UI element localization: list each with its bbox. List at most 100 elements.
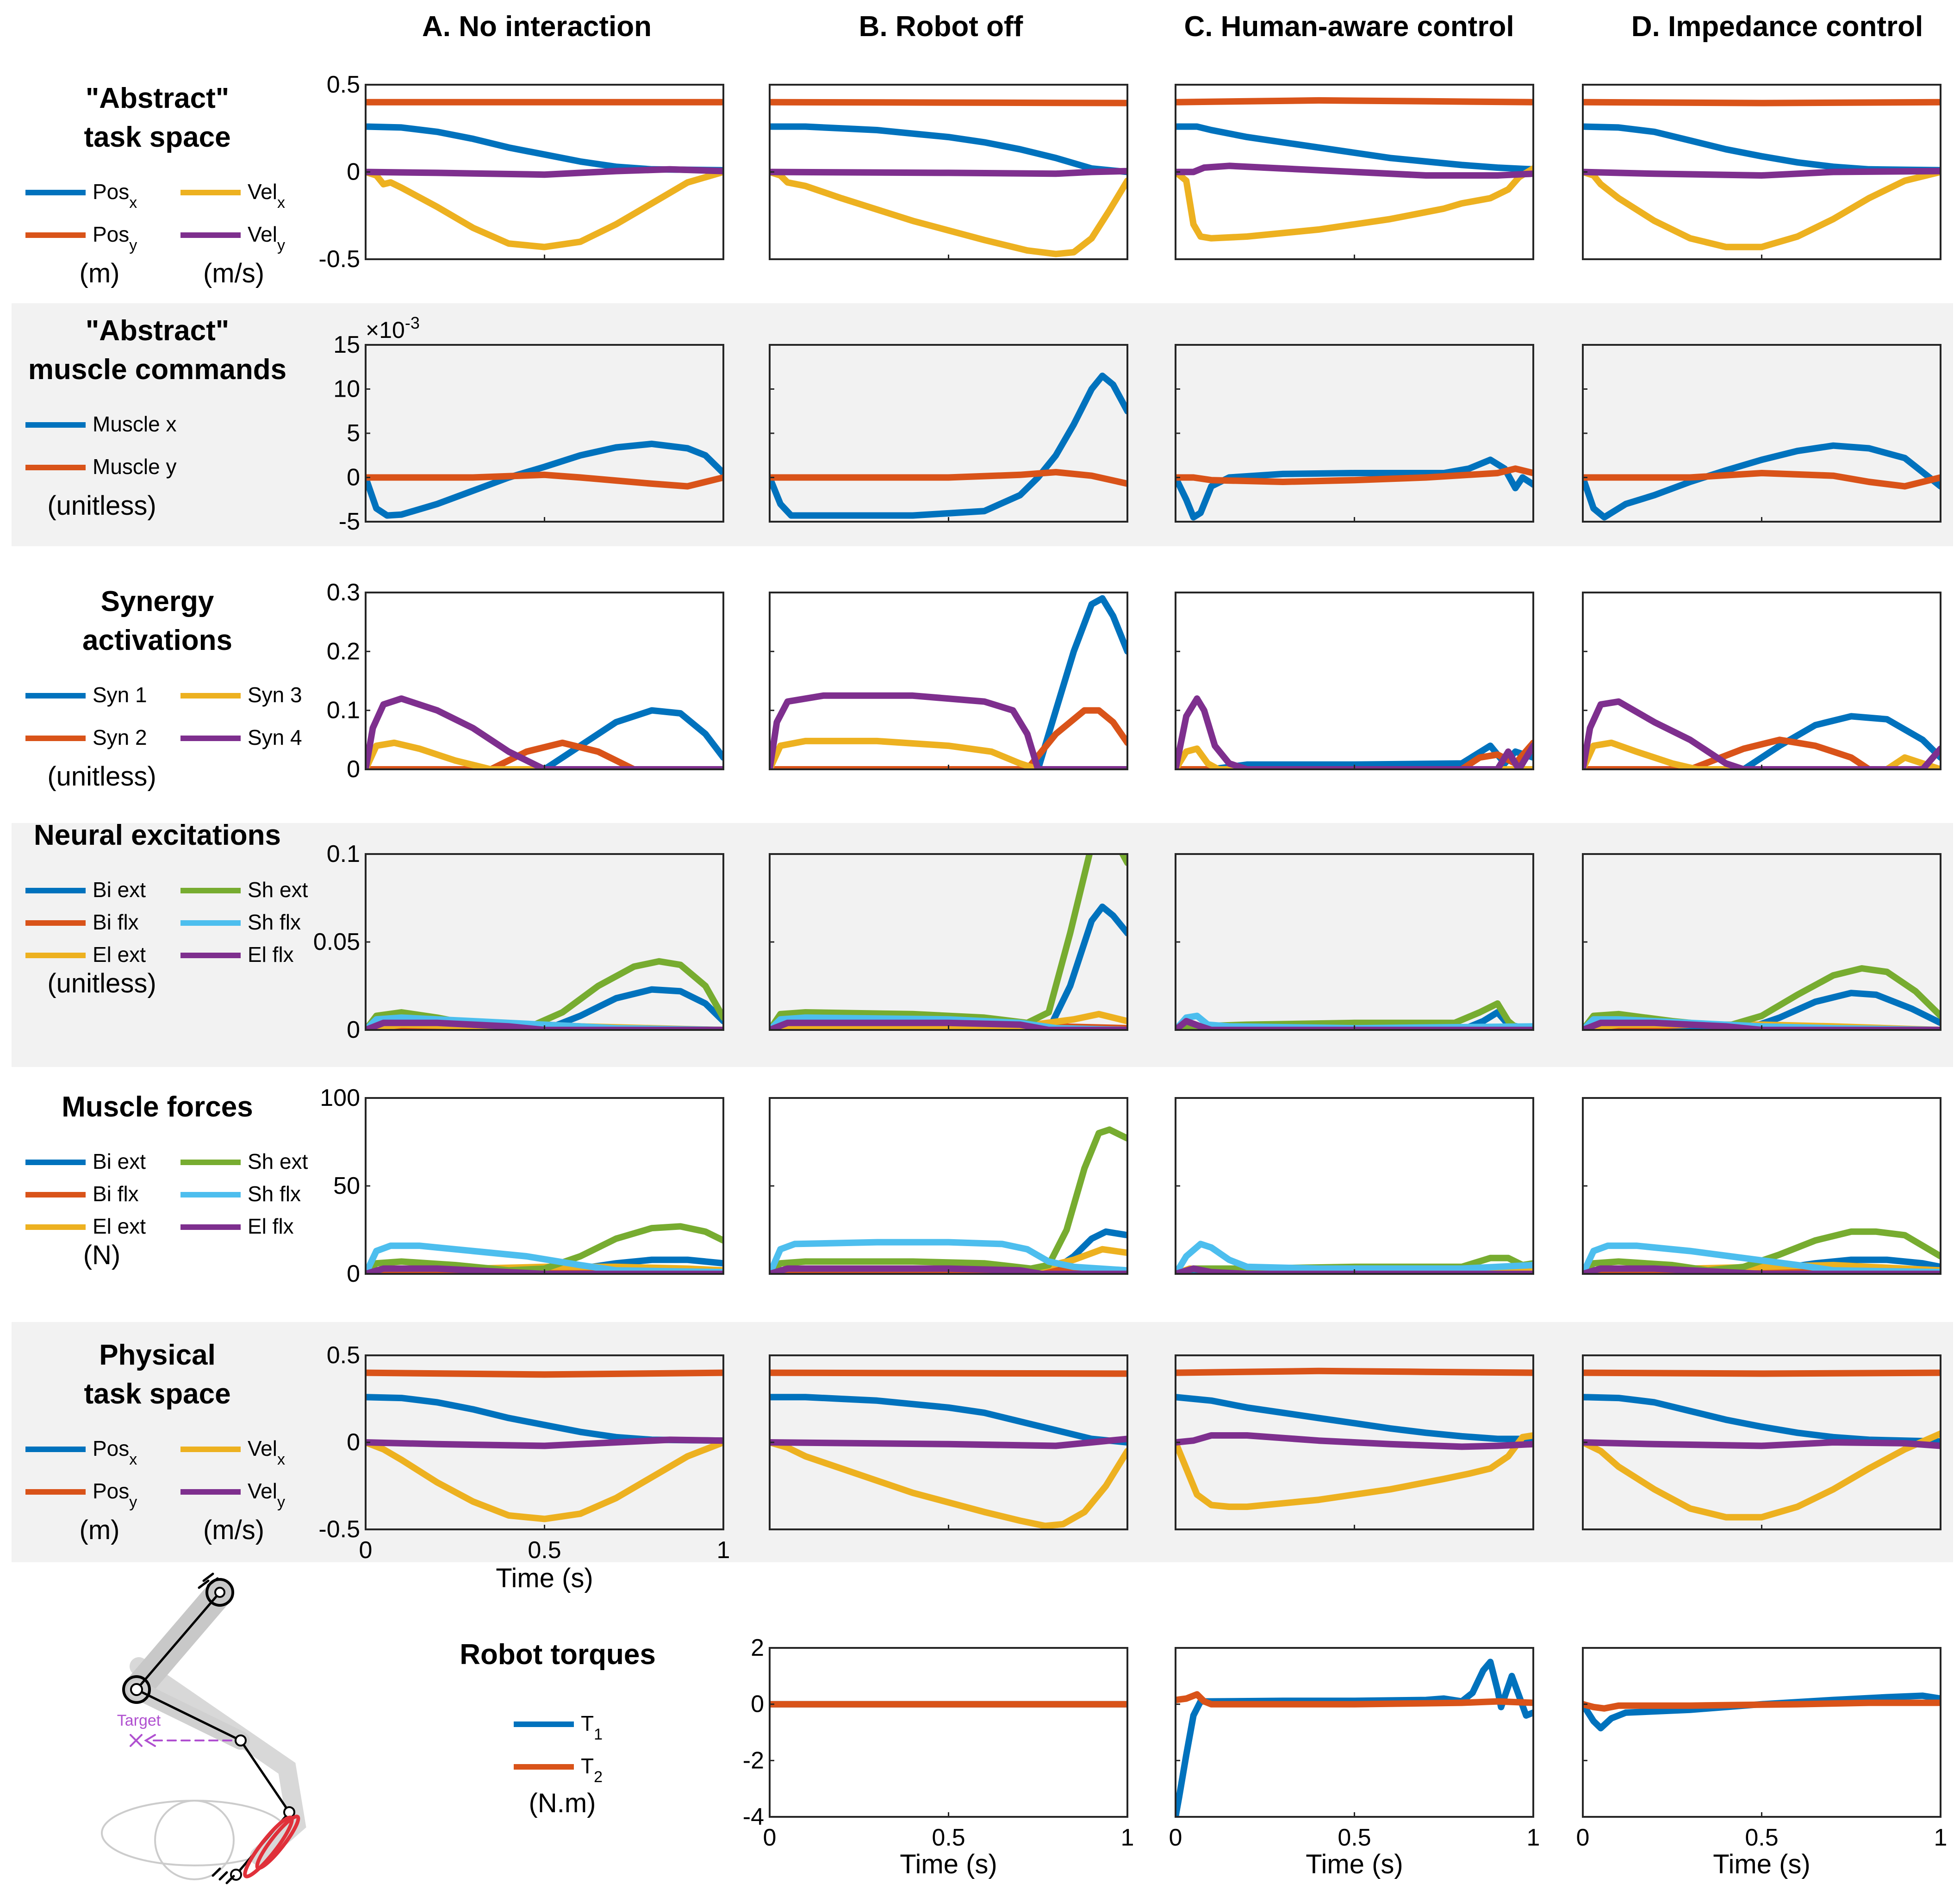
y-tick-label: 0 xyxy=(347,756,360,783)
series-group xyxy=(1176,1659,1533,1817)
series-line-sh-flx xyxy=(770,1239,1127,1274)
x-tick-label: 0 xyxy=(1169,1824,1182,1851)
row-label-forces: Muscle forces Bi ext Sh ext Bi flx Sh flx El … xyxy=(25,1091,308,1270)
series-line-syn-3 xyxy=(770,737,1127,769)
panel-forces-1 xyxy=(769,1097,1128,1275)
units-label: (N) xyxy=(83,1240,121,1270)
legend-label: El flx xyxy=(248,942,294,967)
row-title-line: task space xyxy=(84,1378,230,1410)
panel-abstract-muscle-2 xyxy=(1175,344,1534,523)
x-tick-label: 0 xyxy=(763,1824,777,1851)
series-line-el-flx xyxy=(770,1019,1127,1030)
series-line-el-flx xyxy=(770,1265,1127,1274)
series-line-vel-x xyxy=(770,1439,1127,1529)
panel-neural-0: 0.1 0.05 0 xyxy=(313,841,724,1043)
series-line-syn-1 xyxy=(770,595,1127,769)
row-title-line: "Abstract" xyxy=(86,82,229,114)
legend-label: Velx xyxy=(248,180,285,212)
x-axis-label: Time (s) xyxy=(496,1563,593,1593)
legend-label: Syn 4 xyxy=(248,725,302,749)
series-line-pos-y xyxy=(770,1369,1127,1377)
legend-label: T1 xyxy=(581,1711,603,1743)
units-label: (m) xyxy=(80,258,120,288)
series-group xyxy=(1176,1367,1533,1510)
x-tick-label: 1 xyxy=(717,1537,730,1564)
legend-label: Sh ext xyxy=(248,878,308,902)
series-group xyxy=(1176,1241,1533,1274)
row-label-neural: Neural excitations Bi ext Sh ext Bi flx Sh f… xyxy=(25,819,308,998)
series-group xyxy=(770,1126,1127,1274)
series-line-muscle-y xyxy=(1583,470,1941,490)
chart-panels: 0.50-0.5151050-5×10-30.30.20.100.10.0501… xyxy=(313,71,1948,1879)
series-group xyxy=(1583,1228,1941,1274)
series-line-el-flx xyxy=(366,1019,723,1030)
series-line-vel-y xyxy=(1583,168,1941,179)
series-line-syn-1 xyxy=(366,707,723,769)
series-line-vel-x xyxy=(1583,1430,1941,1521)
series-group xyxy=(366,958,723,1030)
units-label: (unitless) xyxy=(47,491,156,521)
legend-label: Vely xyxy=(248,1479,285,1511)
series-line-el-flx xyxy=(1583,1265,1941,1274)
y-tick-label: 50 xyxy=(333,1173,360,1199)
series-line-pos-x xyxy=(770,1394,1127,1446)
y-tick-label: 0 xyxy=(347,1429,360,1456)
x-tick-label: 1 xyxy=(1934,1824,1948,1851)
series-line-pos-y xyxy=(1583,99,1941,106)
series-line-syn-2 xyxy=(770,707,1127,769)
series-line-muscle-y xyxy=(770,469,1127,487)
legend-label: Posx xyxy=(93,1436,137,1468)
series-line-bi-ext xyxy=(770,904,1127,1030)
row-labels: "Abstract" task space Posx Velx Posy Vely (m) (… xyxy=(25,82,656,1818)
series-line-vel-x xyxy=(770,168,1127,257)
legend-label: Bi ext xyxy=(93,878,146,902)
robot-base-joint-center xyxy=(214,1587,225,1598)
panel-neural-2 xyxy=(1175,853,1534,1031)
series-line-pos-y xyxy=(1176,97,1533,106)
y-exponent-label: ×10-3 xyxy=(366,313,420,343)
panel-neural-3 xyxy=(1582,853,1941,1031)
series-line-syn-2 xyxy=(1176,739,1533,769)
target-marker-icon xyxy=(130,1734,143,1747)
muscle-2 xyxy=(255,1815,300,1870)
row-title-line: muscle commands xyxy=(28,354,286,386)
series-group xyxy=(366,1223,723,1274)
series-line-t1 xyxy=(1583,1692,1941,1732)
column-header-a: A. No interaction xyxy=(422,11,652,43)
panel-frame xyxy=(769,1647,1128,1818)
x-tick-label: 0.5 xyxy=(1745,1824,1778,1851)
units-label: (m/s) xyxy=(203,1515,264,1545)
series-group xyxy=(1176,456,1533,521)
legend-label: Syn 1 xyxy=(93,683,147,707)
row-title-line: Neural excitations xyxy=(34,819,281,851)
panel-abstract-muscle-3 xyxy=(1582,344,1941,523)
x-tick-label: 1 xyxy=(1121,1824,1134,1851)
panel-abstract-task-0: 0.5 0 -0.5 xyxy=(318,71,724,273)
series-group xyxy=(770,372,1127,519)
series-line-vel-y xyxy=(1176,162,1533,179)
legend-label: El ext xyxy=(93,942,146,967)
row-title-line: task space xyxy=(84,121,230,153)
x-tick-label: 0.5 xyxy=(528,1537,561,1564)
legend-label: Sh flx xyxy=(248,1182,301,1206)
series-group xyxy=(770,99,1127,257)
y-tick-label: 0.1 xyxy=(327,841,360,867)
column-header-d: D. Impedance control xyxy=(1631,11,1923,43)
series-group xyxy=(366,695,723,769)
units-label: (unitless) xyxy=(47,968,156,998)
series-line-vel-x xyxy=(1583,168,1941,250)
series-group xyxy=(770,595,1127,769)
legend-label: Sh flx xyxy=(248,910,301,934)
legend-label: Bi flx xyxy=(93,910,139,934)
robot-elbow-joint xyxy=(122,1675,151,1704)
series-line-t2 xyxy=(1176,1691,1533,1708)
series-line-syn-4 xyxy=(770,692,1127,769)
y-tick-label: 0 xyxy=(347,1017,360,1043)
legend-label: Posy xyxy=(93,222,137,254)
series-group xyxy=(770,854,1127,1030)
y-tick-label: 0.2 xyxy=(327,638,360,665)
series-group xyxy=(1583,99,1941,250)
panel-frame xyxy=(769,1097,1128,1275)
series-line-vel-y xyxy=(1583,1439,1941,1449)
